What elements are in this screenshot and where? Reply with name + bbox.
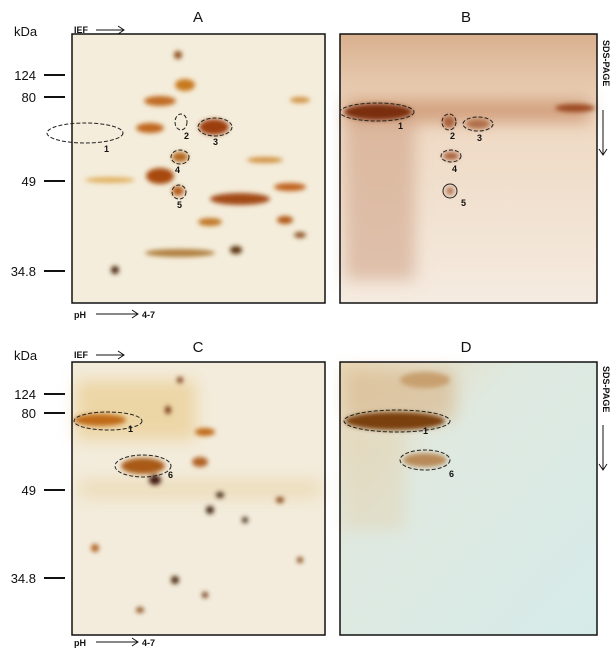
sds-label: SDS-PAGE [601, 366, 611, 412]
marker: 49 [22, 174, 36, 189]
ph-label: pH [74, 638, 86, 648]
marker: 124 [14, 387, 36, 402]
gel-b: 1 2 3 4 5 [339, 33, 598, 304]
spot-label: 6 [449, 469, 454, 479]
arrow [96, 309, 139, 319]
marker: 80 [22, 406, 36, 421]
panel-label: D [461, 339, 472, 356]
spot-label: 5 [461, 198, 466, 208]
spot-label: 4 [452, 164, 457, 174]
gel-c: 1 6 [71, 361, 326, 636]
marker: 34.8 [11, 571, 36, 586]
ief-label: IEF [74, 25, 89, 35]
arrow [96, 25, 125, 35]
unit: kDa [14, 348, 38, 363]
ph-range: 4-7 [142, 310, 155, 320]
spot-label: 1 [398, 121, 403, 131]
spot-label: 1 [423, 426, 428, 436]
spot-label: 5 [177, 200, 182, 210]
unit: kDa [14, 24, 38, 39]
marker: 34.8 [11, 264, 36, 279]
gel-d: 1 6 [339, 361, 598, 636]
spot-label: 3 [477, 133, 482, 143]
markers: 124 80 49 34.8 [11, 68, 65, 279]
spot-label: 2 [450, 131, 455, 141]
arrow [96, 350, 125, 360]
markers: 124 80 49 34.8 [11, 387, 65, 586]
ph-range: 4-7 [142, 638, 155, 648]
arrow [598, 425, 608, 471]
marker: 80 [22, 90, 36, 105]
spot-label: 1 [128, 424, 133, 434]
panel-label: A [193, 9, 203, 26]
row-top: kDa IEF 124 80 49 34.8 A B [11, 9, 611, 320]
spot-label: 6 [168, 470, 173, 480]
marker: 49 [22, 483, 36, 498]
spot-label: 3 [213, 137, 218, 147]
arrow [96, 637, 139, 647]
panel-label: B [461, 9, 471, 26]
row-bottom: kDa IEF 124 80 49 34.8 C D [11, 339, 611, 648]
sds-label: SDS-PAGE [601, 40, 611, 86]
arrow [598, 110, 608, 156]
spot-label: 4 [175, 165, 180, 175]
gel-a: 1 2 3 4 5 [46, 33, 326, 304]
ief-label: IEF [74, 350, 89, 360]
panel-label: C [193, 339, 204, 356]
spot-label: 2 [184, 131, 189, 141]
marker: 124 [14, 68, 36, 83]
ph-label: pH [74, 310, 86, 320]
spot-label: 1 [104, 144, 109, 154]
